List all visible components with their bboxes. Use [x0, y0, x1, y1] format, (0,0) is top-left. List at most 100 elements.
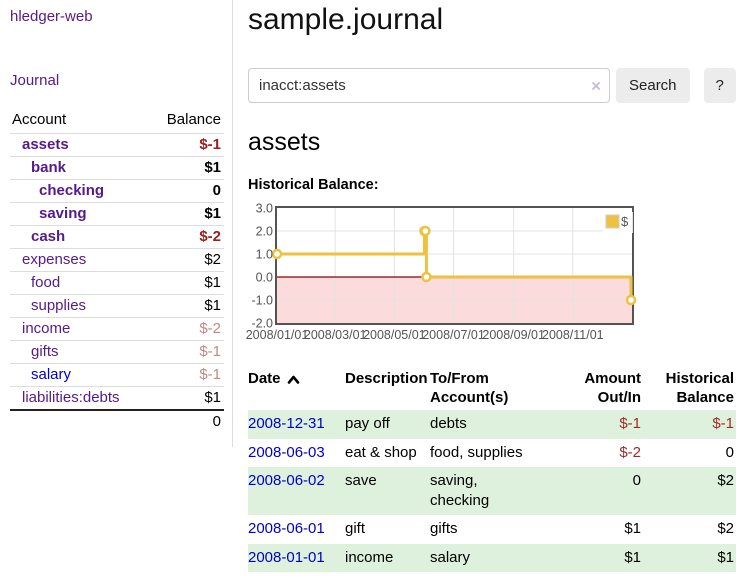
account-total-row: 0: [10, 409, 224, 433]
transaction-amount: 0: [632, 472, 641, 490]
transaction-description: gift: [345, 520, 366, 538]
account-link[interactable]: assets: [22, 136, 69, 153]
transaction-description: eat & shop: [345, 443, 417, 461]
account-link[interactable]: cash: [31, 228, 66, 245]
transaction-date-link[interactable]: 2008-01-01: [248, 548, 325, 566]
sidebar: hledger-web Journal Account Balance asse…: [0, 0, 233, 447]
account-balance: $1: [149, 156, 224, 180]
data-point-marker: [271, 248, 283, 260]
transaction-row: 2008-06-03 eat & shop food, supplies $-2 0: [248, 439, 736, 468]
description-column-header: Description: [345, 370, 428, 387]
chart-border: [275, 206, 634, 325]
account-row: bank $1: [10, 156, 224, 180]
y-axis-tick-label: 0.0: [256, 271, 273, 285]
account-link[interactable]: expenses: [22, 251, 87, 268]
legend-label: $: [621, 214, 629, 229]
balance-column-header-register: Historical Balance: [665, 370, 734, 407]
account-balance: $-1: [149, 363, 224, 387]
account-row: liabilities:debts $1: [10, 386, 224, 410]
account-balance: 0: [149, 179, 224, 203]
account-row: expenses $2: [10, 248, 224, 272]
chart-container: $3.0 2.0 1.0 0.0 -1.0 -2.0 2008/01/01 2008/03/0…: [246, 202, 736, 346]
account-link[interactable]: liabilities:debts: [22, 389, 120, 406]
account-link[interactable]: saving: [39, 205, 87, 222]
accounts-column-header: To/From Account(s): [430, 370, 509, 407]
account-row: salary $-1: [10, 363, 224, 387]
search-help-button[interactable]: ?: [703, 68, 736, 103]
balance-column-header: Balance: [149, 109, 224, 134]
account-balance: $-2: [149, 225, 224, 249]
transaction-date-link[interactable]: 2008-06-02: [248, 472, 325, 490]
account-link[interactable]: gifts: [31, 343, 59, 360]
y-axis-tick-label: 2.0: [256, 225, 273, 239]
transaction-description: pay off: [345, 415, 390, 433]
account-row: checking 0: [10, 179, 224, 203]
date-column-header[interactable]: Date: [248, 367, 345, 410]
amount-column-header: Amount Out/In: [584, 370, 641, 407]
search-button[interactable]: Search: [616, 68, 690, 103]
x-axis-tick-label: 2008/03/01: [304, 328, 367, 342]
transaction-balance: $-1: [712, 415, 734, 433]
transaction-amount: $-2: [619, 443, 641, 461]
account-balance: $1: [149, 294, 224, 318]
app-title: hledger-web: [10, 8, 224, 25]
account-row: food $1: [10, 271, 224, 295]
account-balance: $2: [149, 248, 224, 272]
transaction-row: 2008-12-31 pay off debts $-1 $-1: [248, 410, 736, 439]
account-tree-table: Account Balance assets $-1 bank $1 checking 0…: [10, 109, 224, 433]
y-axis-tick-label: -2.0: [251, 317, 273, 331]
transaction-date-link[interactable]: 2008-12-31: [248, 415, 325, 433]
account-link[interactable]: checking: [39, 182, 105, 199]
clear-search-icon[interactable]: ×: [591, 76, 601, 95]
search-input[interactable]: [248, 68, 610, 103]
account-row: income $-2: [10, 317, 224, 341]
app-title-link[interactable]: hledger-web: [10, 8, 93, 25]
x-axis-tick-label: 2008/11/01: [542, 328, 604, 342]
transaction-row: 2008-01-01 income salary $1 $1: [248, 543, 736, 573]
account-row: supplies $1: [10, 294, 224, 318]
account-balance: $-2: [149, 317, 224, 341]
transaction-accounts: saving, checking: [430, 472, 490, 509]
account-row: saving $1: [10, 202, 224, 226]
transaction-date-link[interactable]: 2008-06-03: [248, 443, 325, 461]
sidebar-item-journal[interactable]: Journal: [10, 72, 60, 89]
x-axis-tick-label: 2008/07/01: [422, 328, 485, 342]
data-point-marker: [625, 294, 637, 306]
transaction-accounts: food, supplies: [430, 443, 523, 461]
chart-title: Historical Balance:: [248, 177, 379, 193]
search-box: ×: [248, 68, 610, 103]
account-balance: $1: [149, 202, 224, 226]
register-body: 2008-12-31 pay off debts $-1 $-1 2008-06-03 ea…: [248, 410, 736, 573]
transaction-amount: $-1: [619, 415, 641, 433]
transaction-accounts: salary: [430, 548, 471, 566]
y-axis-tick-label: 3.0: [256, 202, 273, 216]
account-link[interactable]: supplies: [31, 297, 87, 314]
account-balance: $-1: [199, 136, 221, 153]
x-axis-tick-label: 2008/09/01: [482, 328, 545, 342]
transaction-date-link[interactable]: 2008-06-01: [248, 520, 325, 538]
data-point-marker: [421, 271, 432, 283]
page-title: sample.journal: [248, 3, 444, 36]
historical-balance-chart: $3.0 2.0 1.0 0.0 -1.0 -2.02008/01/012008/03/0…: [246, 202, 637, 342]
account-link[interactable]: income: [22, 320, 71, 337]
account-link[interactable]: food: [31, 274, 61, 291]
transaction-accounts: gifts: [430, 520, 458, 538]
account-link[interactable]: bank: [31, 159, 67, 176]
transaction-amount: $1: [624, 548, 641, 566]
transaction-row: 2008-06-01 gift gifts $1 $2: [248, 515, 736, 544]
account-heading: assets: [248, 128, 321, 156]
x-axis-tick-label: 2008/05/01: [363, 328, 426, 342]
transaction-balance: $2: [717, 472, 734, 490]
search-form: × Search ?: [248, 68, 736, 103]
legend-swatch: [605, 214, 620, 229]
transaction-balance: 0: [725, 443, 734, 461]
transaction-balance: $2: [717, 520, 734, 538]
transaction-balance: $1: [717, 548, 734, 566]
account-row: cash $-2: [10, 225, 224, 249]
y-axis-tick-label: -1.0: [251, 294, 273, 308]
transaction-description: save: [345, 472, 377, 490]
account-column-header: Account: [10, 109, 150, 134]
transaction-amount: $1: [624, 520, 641, 538]
account-link[interactable]: salary: [31, 366, 72, 383]
transaction-row: 2008-06-02 save saving, checking 0 $2: [248, 467, 736, 516]
